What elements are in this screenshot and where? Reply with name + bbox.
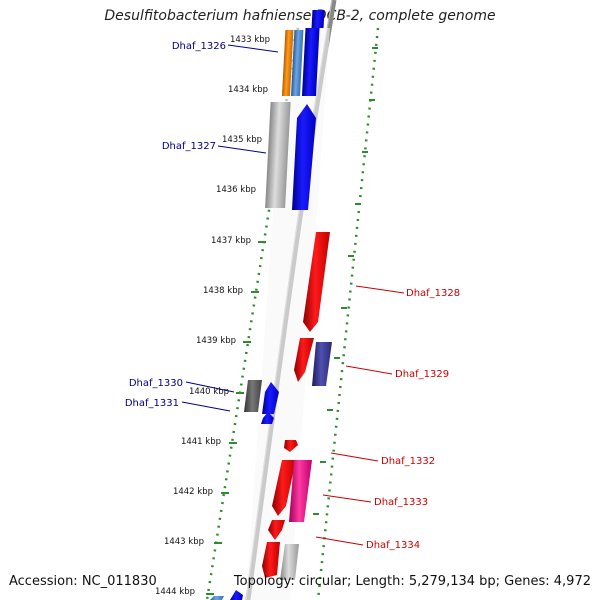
scale-label: 1444 kbp	[155, 587, 195, 597]
gene-blue-tip[interactable]	[311, 10, 325, 28]
gene-dhaf-1331[interactable]	[261, 412, 274, 424]
topology-text: Topology: circular; Length: 5,279,134 bp…	[233, 574, 591, 589]
gene-dhaf-1329[interactable]	[312, 342, 332, 386]
gene-label[interactable]: Dhaf_1326	[172, 41, 226, 52]
leader-lines-left	[181, 44, 279, 412]
gene-dhaf-1327-gray[interactable]	[265, 102, 291, 208]
gene-dhaf-1327-blue[interactable]	[292, 104, 316, 210]
outer-dotted-track	[316, 27, 380, 600]
gene-label[interactable]: Dhaf_1328	[406, 288, 460, 299]
scale-label: 1443 kbp	[164, 537, 204, 547]
gene-label[interactable]: Dhaf_1332	[381, 456, 435, 467]
gene-blue-top[interactable]	[301, 28, 320, 96]
gene-dhaf-1330[interactable]	[262, 382, 279, 414]
gene-dhaf-1334[interactable]	[280, 544, 299, 580]
gene-label[interactable]: Dhaf_1331	[125, 398, 179, 409]
gene-label[interactable]: Dhaf_1330	[129, 378, 183, 389]
gene-steel-bottom[interactable]	[210, 596, 224, 600]
gene-labels-left: Dhaf_1326 Dhaf_1327 Dhaf_1330 Dhaf_1331	[125, 41, 226, 409]
gene-dhaf-1328[interactable]	[303, 232, 330, 332]
scale-label: 1439 kbp	[196, 336, 236, 346]
scale-label: 1436 kbp	[216, 185, 256, 195]
gene-dark-gray-1330[interactable]	[244, 380, 262, 412]
gene-dhaf-1333[interactable]	[289, 460, 312, 522]
gene-red-1329[interactable]	[294, 338, 314, 382]
map-title: Desulfitobacterium hafniense DCB-2, comp…	[104, 8, 496, 24]
scale-label: 1440 kbp	[189, 387, 229, 397]
gene-red-1333[interactable]	[272, 460, 296, 516]
gene-labels-right: Dhaf_1328 Dhaf_1329 Dhaf_1332 Dhaf_1333 …	[366, 288, 460, 551]
gene-orange[interactable]	[281, 30, 294, 96]
scale-label: 1435 kbp	[222, 135, 262, 145]
scale-label: 1433 kbp	[230, 35, 270, 45]
leader-lines-right	[315, 285, 405, 546]
gene-dhaf-1332[interactable]	[284, 440, 298, 452]
gene-steel-blue[interactable]	[290, 30, 304, 96]
scale-label: 1442 kbp	[173, 487, 213, 497]
scale-label: 1437 kbp	[211, 236, 251, 246]
gene-label[interactable]: Dhaf_1329	[395, 369, 449, 380]
gene-red-1334b[interactable]	[262, 542, 280, 578]
scale-label: 1434 kbp	[228, 85, 268, 95]
gene-label[interactable]: Dhaf_1334	[366, 540, 420, 551]
gene-label[interactable]: Dhaf_1327	[162, 141, 216, 152]
scale-label: 1438 kbp	[203, 286, 243, 296]
gene-blue-bottom[interactable]	[230, 590, 243, 600]
scale-labels: 1433 kbp 1434 kbp 1435 kbp 1436 kbp 1437…	[155, 35, 270, 597]
scale-label: 1441 kbp	[181, 437, 221, 447]
gene-label[interactable]: Dhaf_1333	[374, 497, 428, 508]
gene-red-1334a[interactable]	[268, 520, 285, 540]
accession-text: Accession: NC_011830	[9, 574, 157, 589]
